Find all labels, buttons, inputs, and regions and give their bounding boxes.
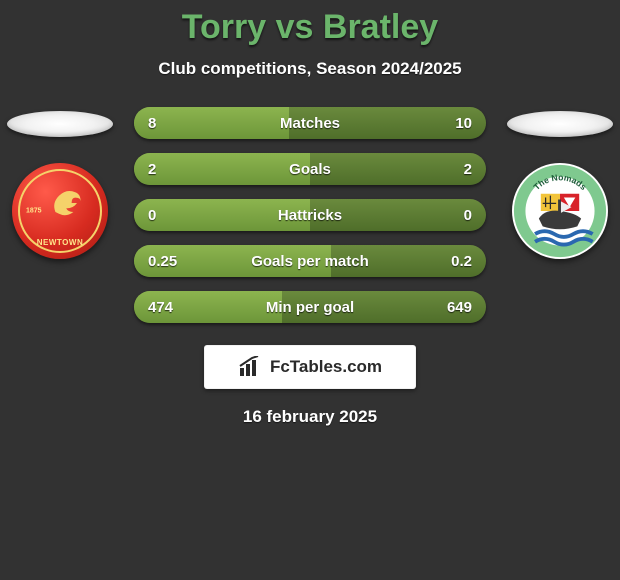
- bars-icon: [238, 356, 264, 378]
- stat-right-value: 649: [447, 299, 472, 316]
- stat-left-value: 2: [148, 161, 156, 178]
- stat-label: Hattricks: [278, 207, 342, 224]
- stat-label: Matches: [280, 115, 340, 132]
- snapshot-date: 16 february 2025: [0, 407, 620, 427]
- stat-right-value: 10: [455, 115, 472, 132]
- page-subtitle: Club competitions, Season 2024/2025: [0, 59, 620, 79]
- crest-left-year: 1875: [26, 208, 42, 215]
- main-row: 1875 NEWTOWN 8 Matches 10 2 Goals 2 0 Hattricks…: [0, 107, 620, 323]
- stat-left-value: 0.25: [148, 253, 177, 270]
- nomads-crest-icon: The Nomads: [512, 163, 608, 259]
- crest-left-label: NEWTOWN: [37, 238, 83, 247]
- stat-row: 474 Min per goal 649: [134, 291, 486, 323]
- player-photo-placeholder-right: [507, 111, 613, 137]
- player-photo-placeholder-left: [7, 111, 113, 137]
- stat-left-value: 0: [148, 207, 156, 224]
- stat-right-value: 0: [464, 207, 472, 224]
- stat-row: 8 Matches 10: [134, 107, 486, 139]
- source-logo-text: FcTables.com: [270, 357, 382, 377]
- stat-bars: 8 Matches 10 2 Goals 2 0 Hattricks 0 0.25 Goals pe…: [134, 107, 486, 323]
- dragon-icon: [50, 185, 86, 221]
- stat-right-value: 0.2: [451, 253, 472, 270]
- stat-label: Goals: [289, 161, 331, 178]
- stat-label: Goals per match: [251, 253, 369, 270]
- stat-row: 0 Hattricks 0: [134, 199, 486, 231]
- source-logo[interactable]: FcTables.com: [204, 345, 416, 389]
- stat-bar-fill: [134, 107, 289, 139]
- stat-row: 0.25 Goals per match 0.2: [134, 245, 486, 277]
- stat-row: 2 Goals 2: [134, 153, 486, 185]
- stat-bar-fill: [134, 153, 310, 185]
- club-crest-right: The Nomads: [512, 163, 608, 259]
- widget-root: Torry vs Bratley Club competitions, Seas…: [0, 0, 620, 427]
- stat-label: Min per goal: [266, 299, 354, 316]
- left-player-column: 1875 NEWTOWN: [6, 107, 114, 259]
- stat-left-value: 474: [148, 299, 173, 316]
- right-player-column: The Nomads: [506, 107, 614, 259]
- page-title: Torry vs Bratley: [0, 8, 620, 47]
- stat-right-value: 2: [464, 161, 472, 178]
- stat-left-value: 8: [148, 115, 156, 132]
- club-crest-left: 1875 NEWTOWN: [12, 163, 108, 259]
